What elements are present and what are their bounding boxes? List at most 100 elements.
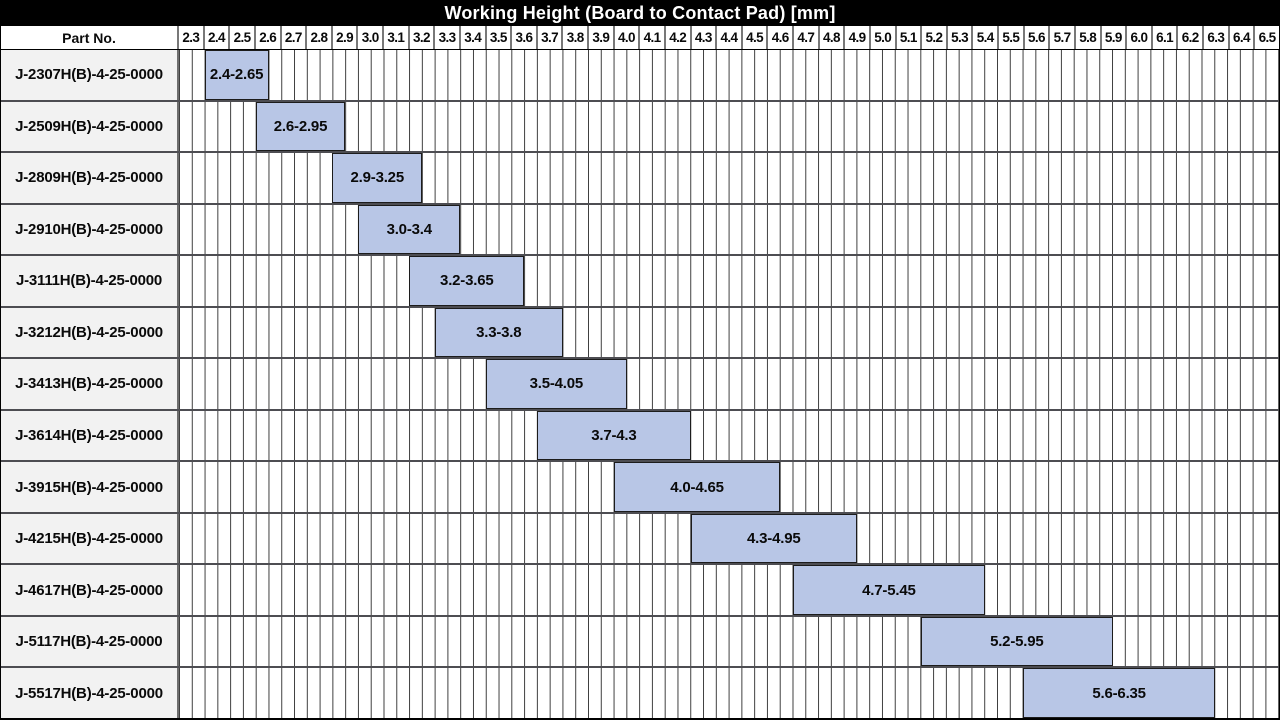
working-height-grid: 4.7-5.45 — [179, 565, 1279, 615]
axis-tick-label: 4.4 — [717, 26, 743, 49]
axis-tick-label: 5.0 — [871, 26, 897, 49]
working-height-grid: 3.2-3.65 — [179, 256, 1279, 306]
axis-tick-label: 3.0 — [358, 26, 384, 49]
axis-tick-label: 2.6 — [256, 26, 282, 49]
axis-tick-label: 4.6 — [768, 26, 794, 49]
axis-tick-label: 4.8 — [820, 26, 846, 49]
working-height-grid: 3.7-4.3 — [179, 410, 1279, 461]
axis-tick-label: 3.6 — [512, 26, 538, 49]
axis-tick-label: 3.5 — [487, 26, 513, 49]
axis-tick-label: 6.3 — [1204, 26, 1230, 49]
range-label: 4.7-5.45 — [862, 581, 916, 599]
axis-tick-label: 2.4 — [205, 26, 231, 49]
range-bar: 5.6-6.35 — [1023, 668, 1216, 718]
range-bar: 2.4-2.65 — [204, 50, 269, 100]
part-number-cell: J-5117H(B)-4-25-0000 — [1, 616, 179, 667]
working-height-grid: 2.6-2.95 — [179, 101, 1279, 152]
range-bar: 3.7-4.3 — [537, 410, 691, 461]
range-label: 2.6-2.95 — [273, 117, 328, 135]
range-label: 3.7-4.3 — [591, 426, 637, 444]
axis-tick-label: 6.4 — [1230, 26, 1256, 49]
axis-tick-label: 3.1 — [384, 26, 410, 49]
axis-tick-label: 4.3 — [692, 26, 718, 49]
part-number-cell: J-2910H(B)-4-25-0000 — [1, 204, 179, 255]
axis-tick-label: 4.0 — [615, 26, 641, 49]
working-height-grid: 2.4-2.65 — [179, 50, 1279, 100]
range-label: 3.5-4.05 — [529, 375, 584, 393]
working-height-grid: 3.0-3.4 — [179, 204, 1279, 255]
axis-tick-label: 6.5 — [1258, 30, 1277, 45]
axis-tick-label: 4.7 — [794, 26, 820, 49]
axis-tick-label: 4.5 — [743, 26, 769, 49]
table-row: J-2910H(B)-4-25-0000 3.0-3.4 — [1, 202, 1279, 255]
axis-tick-label: 3.7 — [538, 26, 564, 49]
axis-tick-label: 4.9 — [845, 26, 871, 49]
table-row: J-3212H(B)-4-25-0000 3.3-3.8 — [1, 305, 1279, 358]
range-bar: 5.2-5.95 — [920, 616, 1113, 667]
table-row: J-3614H(B)-4-25-0000 3.7-4.3 — [1, 408, 1279, 461]
part-number-cell: J-2307H(B)-4-25-0000 — [1, 50, 179, 100]
working-height-grid: 4.3-4.95 — [179, 513, 1279, 564]
axis-tick-label: 2.9 — [333, 26, 359, 49]
range-bar: 3.3-3.8 — [434, 307, 563, 358]
axis-tick-label: 5.6 — [1025, 26, 1051, 49]
range-bar: 4.0-4.65 — [613, 462, 781, 512]
table-body: J-2307H(B)-4-25-0000 2.4-2.65 J-2509H(B)… — [1, 50, 1279, 720]
part-number-cell: J-4617H(B)-4-25-0000 — [1, 565, 179, 615]
axis-tick-label: 5.1 — [897, 26, 923, 49]
working-height-grid: 4.0-4.65 — [179, 462, 1279, 512]
table-row: J-3111H(B)-4-25-0000 3.2-3.65 — [1, 254, 1279, 306]
part-no-column-header: Part No. — [1, 26, 179, 49]
range-label: 4.3-4.95 — [747, 530, 801, 548]
chart-title-bar: Working Height (Board to Contact Pad) [m… — [1, 0, 1279, 26]
table-row: J-3413H(B)-4-25-0000 3.5-4.05 — [1, 357, 1279, 409]
axis-tick-label: 3.3 — [435, 26, 461, 49]
range-label: 5.2-5.95 — [990, 633, 1044, 651]
table-row: J-4617H(B)-4-25-0000 4.7-5.45 — [1, 563, 1279, 615]
axis-tick-label: 4.1 — [640, 26, 666, 49]
part-number-cell: J-2509H(B)-4-25-0000 — [1, 101, 179, 152]
part-number-cell: J-4215H(B)-4-25-0000 — [1, 513, 179, 564]
part-number-cell: J-3915H(B)-4-25-0000 — [1, 462, 179, 512]
axis-tick-label: 6.0 — [1127, 26, 1153, 49]
axis-tick-label: 3.8 — [563, 26, 589, 49]
table-row: J-5517H(B)-4-25-0000 5.6-6.35 — [1, 666, 1279, 718]
axis-tick-label: 2.5 — [230, 26, 256, 49]
table-row: J-3915H(B)-4-25-0000 4.0-4.65 — [1, 460, 1279, 512]
working-height-grid: 2.9-3.25 — [179, 153, 1279, 203]
range-bar: 3.0-3.4 — [358, 204, 461, 255]
part-number-cell: J-3212H(B)-4-25-0000 — [1, 307, 179, 358]
range-label: 2.9-3.25 — [350, 169, 405, 187]
axis-tick-label: 4.2 — [666, 26, 692, 49]
range-bar: 3.5-4.05 — [485, 359, 627, 409]
axis-tick-label: 2.7 — [282, 26, 308, 49]
part-number-cell: J-3111H(B)-4-25-0000 — [1, 256, 179, 306]
axis-tick-label: 5.7 — [1050, 26, 1076, 49]
axis-tick-label: 5.4 — [973, 26, 999, 49]
axis-tick-label: 3.9 — [589, 26, 615, 49]
axis-tick-label: 6.1 — [1153, 26, 1179, 49]
axis-tick-label: 5.9 — [1102, 26, 1128, 49]
axis-tick-label: 2.3 — [179, 26, 205, 49]
range-label: 2.4-2.65 — [209, 66, 264, 84]
range-bar: 4.7-5.45 — [792, 565, 985, 615]
table-row: J-2809H(B)-4-25-0000 2.9-3.25 — [1, 151, 1279, 203]
part-number-cell: J-3413H(B)-4-25-0000 — [1, 359, 179, 409]
axis-tick-label: 6.2 — [1178, 26, 1204, 49]
axis-tick-label: 2.8 — [307, 26, 333, 49]
part-number-cell: J-3614H(B)-4-25-0000 — [1, 410, 179, 461]
range-label: 5.6-6.35 — [1092, 684, 1146, 702]
working-height-grid: 3.5-4.05 — [179, 359, 1279, 409]
axis-tick-row: 2.3 2.4 2.5 2.6 2.7 2.8 2.9 3.0 3.1 3.2 3.3 3.4 3.5 3… — [179, 26, 1279, 49]
axis-tick-label: 5.5 — [999, 26, 1025, 49]
range-label: 3.3-3.8 — [476, 323, 522, 341]
header-row: Part No. 2.3 2.4 2.5 2.6 2.7 2.8 2.9 3.0 3.1 3.2 3… — [1, 26, 1279, 50]
working-height-grid: 5.2-5.95 — [179, 616, 1279, 667]
range-bar: 3.2-3.65 — [409, 256, 525, 306]
chart-title: Working Height (Board to Contact Pad) [m… — [444, 2, 836, 23]
working-height-grid: 5.6-6.35 — [179, 668, 1279, 718]
part-number-cell: J-2809H(B)-4-25-0000 — [1, 153, 179, 203]
working-height-grid: 3.3-3.8 — [179, 307, 1279, 358]
range-bar: 4.3-4.95 — [690, 513, 857, 564]
